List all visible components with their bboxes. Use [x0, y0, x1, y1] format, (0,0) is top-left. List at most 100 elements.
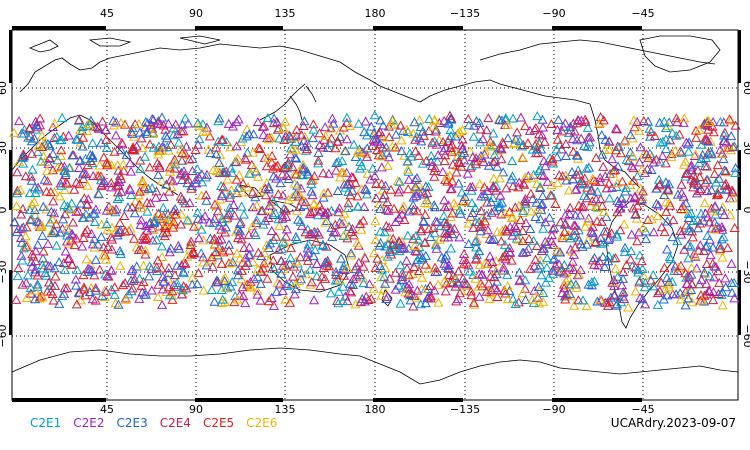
- observation-marker: [478, 157, 489, 167]
- left-frame-bar: [9, 30, 12, 335]
- observation-marker: [491, 276, 503, 286]
- observation-marker: [556, 265, 567, 275]
- observation-marker: [648, 227, 659, 237]
- observation-marker: [706, 149, 717, 159]
- observation-marker: [619, 247, 630, 257]
- observation-marker: [291, 234, 302, 244]
- observation-marker: [439, 217, 450, 227]
- observation-marker: [198, 285, 209, 295]
- observation-marker: [504, 246, 515, 257]
- observation-marker: [330, 219, 341, 229]
- observation-marker: [591, 152, 602, 162]
- observation-marker: [583, 162, 595, 172]
- observation-marker: [29, 196, 40, 206]
- observation-marker: [510, 298, 521, 309]
- observation-marker: [57, 290, 68, 301]
- observation-marker: [637, 263, 648, 273]
- observation-marker: [139, 151, 150, 161]
- observation-marker: [492, 227, 503, 237]
- observation-marker: [611, 229, 622, 239]
- observation-marker: [21, 277, 32, 287]
- observation-marker: [145, 198, 156, 208]
- observation-marker: [494, 173, 505, 183]
- observation-marker: [48, 196, 59, 206]
- observation-marker: [474, 117, 485, 127]
- observation-marker: [694, 279, 705, 289]
- observation-marker: [484, 293, 495, 304]
- observation-marker: [424, 113, 435, 123]
- observation-marker: [507, 171, 518, 181]
- observation-marker: [546, 230, 557, 240]
- observation-marker: [328, 118, 339, 128]
- observation-marker: [238, 209, 249, 219]
- observation-marker: [279, 203, 290, 213]
- observation-marker: [701, 258, 712, 269]
- observation-marker: [346, 171, 357, 181]
- observation-marker: [601, 226, 612, 236]
- observation-marker: [538, 223, 549, 233]
- observation-marker: [112, 160, 123, 170]
- observation-marker: [696, 274, 707, 284]
- observation-marker: [638, 223, 649, 233]
- observation-marker: [539, 243, 550, 253]
- observation-marker: [529, 124, 540, 134]
- observation-marker: [262, 152, 273, 162]
- observation-marker: [320, 257, 331, 267]
- observation-marker: [178, 195, 189, 206]
- observation-marker: [30, 124, 41, 134]
- observation-marker: [101, 157, 112, 167]
- observation-marker: [185, 236, 197, 246]
- observation-marker: [443, 118, 454, 128]
- observation-marker: [634, 275, 645, 285]
- observation-marker: [542, 253, 553, 263]
- observation-marker: [497, 252, 508, 262]
- observation-marker: [449, 223, 460, 233]
- observation-marker: [540, 277, 551, 287]
- observation-marker: [279, 237, 290, 247]
- observation-marker: [384, 273, 395, 283]
- observation-marker: [293, 275, 304, 285]
- observation-marker: [653, 200, 664, 210]
- observation-marker: [38, 201, 49, 211]
- observation-marker: [604, 136, 615, 146]
- observation-marker: [488, 128, 499, 138]
- observation-marker: [231, 248, 242, 258]
- observation-marker: [183, 216, 195, 226]
- observation-marker: [532, 111, 543, 121]
- observation-marker: [78, 232, 89, 242]
- observation-marker: [403, 174, 414, 184]
- observation-marker: [80, 227, 91, 237]
- observation-marker: [672, 265, 683, 275]
- observation-marker: [176, 155, 188, 165]
- observation-marker: [179, 170, 190, 180]
- observation-marker: [310, 244, 321, 255]
- observation-marker: [541, 262, 552, 272]
- observation-marker: [496, 236, 507, 246]
- observation-marker: [160, 130, 171, 140]
- bottom-lon-label: 135: [275, 403, 296, 416]
- observation-marker: [320, 217, 331, 227]
- observation-marker: [32, 279, 43, 289]
- observation-marker: [716, 221, 727, 231]
- observation-marker: [676, 203, 687, 213]
- observation-marker: [567, 133, 578, 143]
- observation-marker: [127, 202, 138, 212]
- observation-marker: [331, 269, 342, 279]
- observation-marker: [308, 124, 319, 134]
- observation-marker: [110, 130, 122, 140]
- observation-marker: [320, 130, 331, 140]
- observation-marker: [102, 271, 113, 281]
- observation-marker: [346, 248, 357, 258]
- observation-marker: [341, 112, 352, 122]
- observation-marker: [99, 291, 110, 302]
- observation-marker: [110, 207, 121, 217]
- observation-marker: [258, 121, 270, 131]
- observation-marker: [383, 121, 394, 131]
- observation-marker: [710, 209, 721, 219]
- observation-marker: [46, 226, 58, 236]
- observation-marker: [72, 265, 83, 275]
- observation-marker: [342, 202, 354, 212]
- right-lat-label: 60: [741, 81, 750, 95]
- observation-marker: [470, 254, 481, 264]
- observation-marker: [681, 278, 692, 288]
